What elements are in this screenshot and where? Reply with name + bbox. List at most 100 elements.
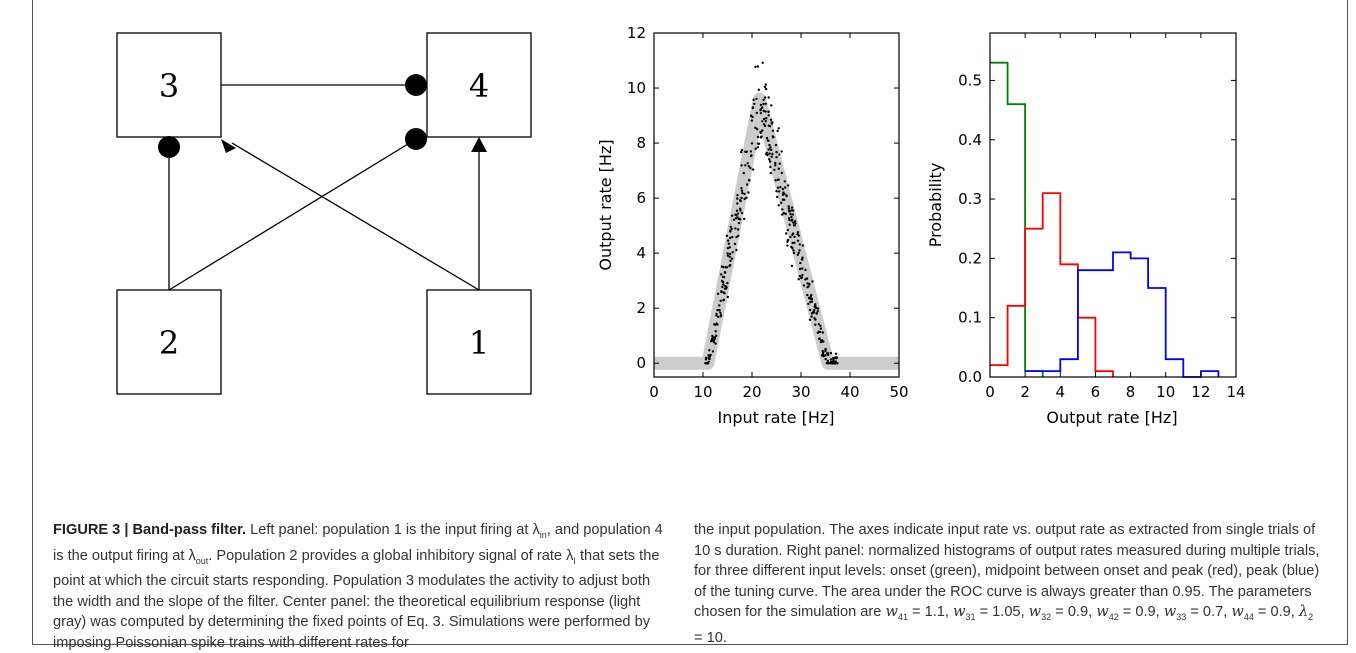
scatter-point xyxy=(782,211,786,215)
scatter-point xyxy=(792,249,795,252)
scatter-point xyxy=(813,309,816,312)
y-tick-label: 10 xyxy=(627,79,646,97)
node-label: 2 xyxy=(159,324,179,362)
scatter-point xyxy=(790,219,793,222)
scatter-point xyxy=(722,283,725,286)
scatter-point xyxy=(751,115,754,119)
caption-text: that sets the point at which the circuit… xyxy=(53,547,660,651)
scatter-point xyxy=(755,97,758,101)
scatter-point xyxy=(797,278,800,281)
scatter-point xyxy=(742,171,745,175)
scatter-point xyxy=(824,350,827,353)
scatter-point xyxy=(798,243,801,246)
scatter-point xyxy=(791,241,794,245)
x-tick-label: 30 xyxy=(791,383,810,401)
y-tick-label: 0.5 xyxy=(958,71,982,89)
scatter-point xyxy=(767,114,770,117)
caption-right-column: the input population. The axes indicate … xyxy=(694,520,1324,648)
edge-2-to-4 xyxy=(168,143,409,291)
edge-1-to-3 xyxy=(231,142,480,291)
scatter-point xyxy=(792,221,795,224)
scatter-point xyxy=(780,171,783,175)
scatter-point xyxy=(757,88,761,92)
scatter-point xyxy=(736,202,739,205)
scatter-point xyxy=(715,314,718,317)
y-tick-label: 4 xyxy=(636,244,646,262)
scatter-point xyxy=(714,330,717,333)
scatter-point xyxy=(719,299,722,302)
scatter-point xyxy=(754,126,757,129)
x-tick-label: 10 xyxy=(1156,383,1175,401)
scatter-point xyxy=(710,340,713,343)
scatter-point xyxy=(716,292,720,295)
scatter-point xyxy=(756,128,759,131)
parameter-value: w32 = 0.9 xyxy=(1028,603,1089,623)
scatter-point xyxy=(770,148,773,152)
scatter-point xyxy=(810,300,814,303)
scatter-point xyxy=(729,259,732,262)
scatter-point xyxy=(730,257,734,260)
inhibitory-synapse-marker xyxy=(405,74,427,96)
scatter-point xyxy=(806,286,809,289)
scatter-point xyxy=(713,336,717,339)
scatter-point xyxy=(806,293,809,297)
scatter-point xyxy=(770,104,773,107)
caption-text: the input population. The axes indicate … xyxy=(694,522,1320,621)
scatter-point xyxy=(716,309,719,312)
scatter-point xyxy=(798,274,801,278)
scatter-point xyxy=(720,290,723,293)
scatter-point xyxy=(821,331,824,334)
scatter-point xyxy=(749,150,753,153)
scatter-point xyxy=(722,298,726,301)
x-tick-label: 4 xyxy=(1056,383,1066,401)
scatter-point xyxy=(809,308,812,312)
scatter-point xyxy=(777,127,780,130)
excitatory-synapse-marker xyxy=(471,137,487,152)
scatter-point xyxy=(740,189,744,192)
scatter-point xyxy=(788,210,791,213)
caption-text: , and population 4 is the output firing … xyxy=(53,522,663,564)
scatter-point xyxy=(753,102,756,106)
scatter-point xyxy=(824,348,827,351)
scatter-point xyxy=(740,196,743,200)
parameter-value: w42 = 0.9 xyxy=(1096,603,1156,623)
scatter-point xyxy=(774,143,778,147)
scatter-point xyxy=(735,214,738,217)
scatter-point xyxy=(810,293,813,297)
scatter-point xyxy=(817,330,820,333)
scatter-point xyxy=(762,109,765,113)
scatter-point xyxy=(771,152,774,156)
scatter-point xyxy=(750,154,753,157)
scatter-point xyxy=(704,356,708,360)
scatter-point xyxy=(729,225,732,228)
scatter-point xyxy=(796,232,799,236)
scatter-point xyxy=(728,264,731,268)
scatter-point xyxy=(792,224,796,227)
scatter-point xyxy=(765,117,768,120)
scatter-point xyxy=(835,356,838,359)
center-ylabel: Output rate [Hz] xyxy=(596,139,615,270)
scatter-point xyxy=(740,211,744,215)
caption-title: FIGURE 3 | Band-pass filter. xyxy=(53,522,247,538)
scatter-point xyxy=(709,353,712,357)
scatter-point xyxy=(777,204,780,207)
scatter-point xyxy=(806,282,809,285)
scatter-point xyxy=(769,146,772,149)
scatter-point xyxy=(719,311,722,314)
scatter-point xyxy=(708,357,711,361)
scatter-point xyxy=(768,158,771,161)
scatter-point xyxy=(832,362,836,365)
scatter-point xyxy=(734,227,737,230)
parameter-value: λ2 = 10 xyxy=(694,603,1314,646)
scatter-point xyxy=(818,337,821,341)
caption-left-column: FIGURE 3 | Band-pass filter. Left panel:… xyxy=(53,520,665,653)
scatter-point xyxy=(789,213,792,216)
scatter-point xyxy=(759,112,763,115)
scatter-point xyxy=(736,194,739,197)
scatter-point xyxy=(718,304,721,307)
scatter-point xyxy=(788,223,791,226)
scatter-point xyxy=(765,136,769,140)
caption-sub: out xyxy=(195,555,209,566)
scatter-point xyxy=(807,296,811,300)
scatter-point xyxy=(775,150,778,154)
